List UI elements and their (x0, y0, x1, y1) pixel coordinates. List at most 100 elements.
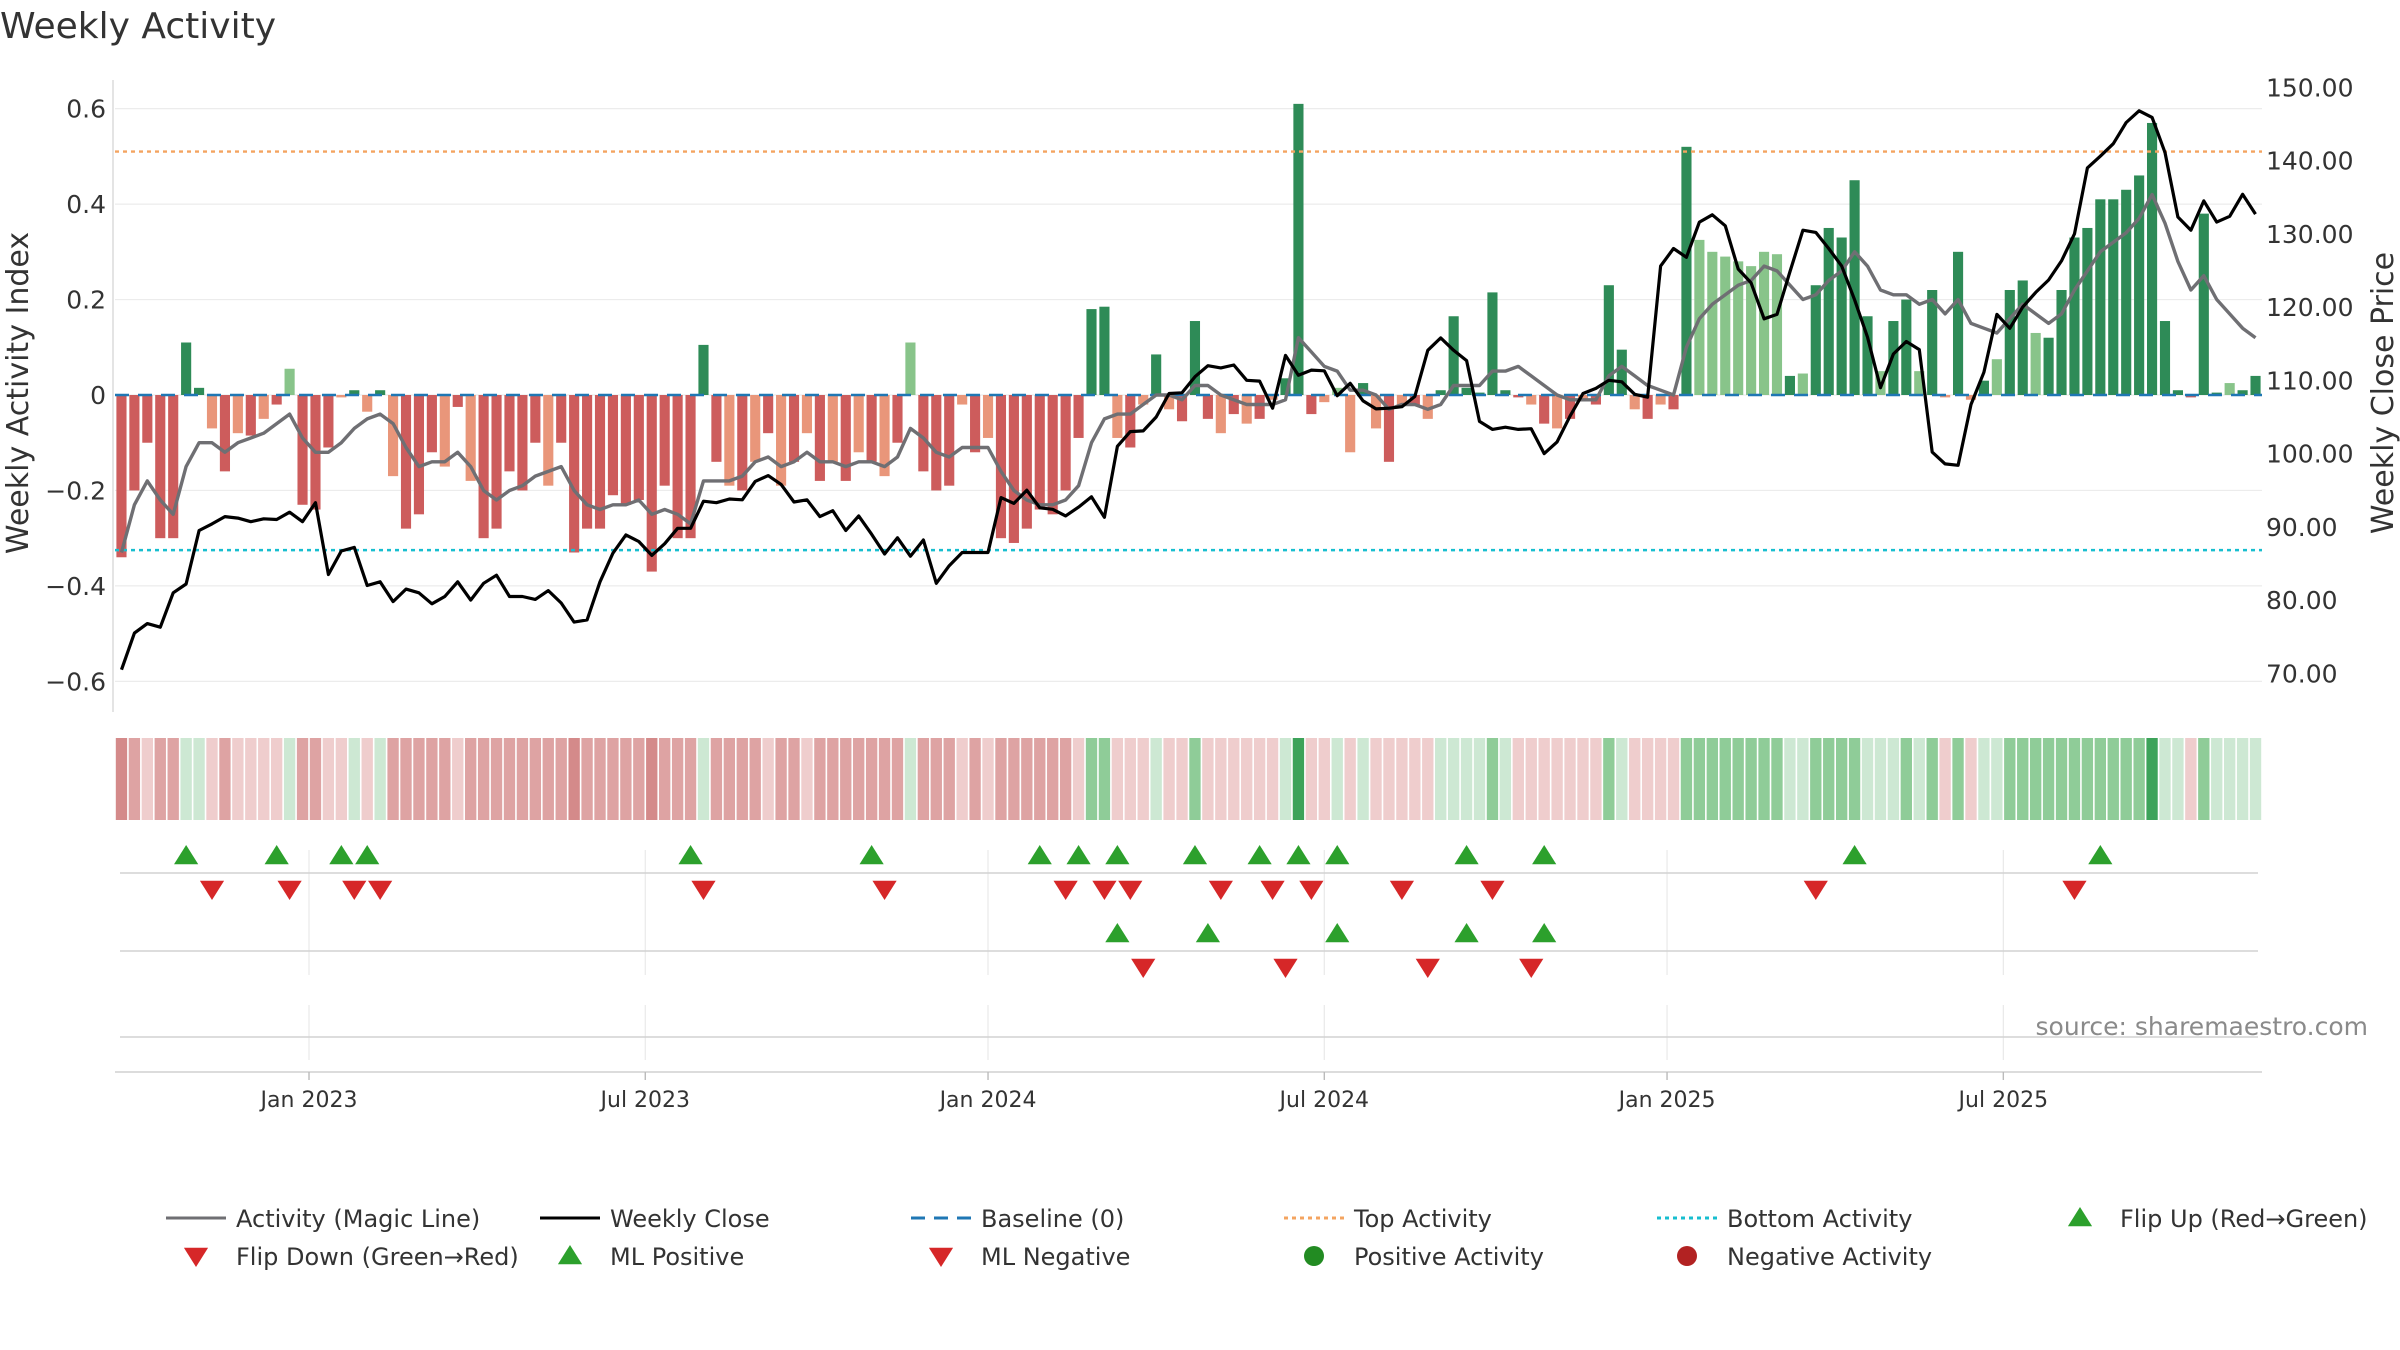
heat-cell (775, 738, 787, 820)
heat-cell (1667, 738, 1680, 820)
legend-label: Weekly Close (610, 1205, 770, 1233)
heat-cell (1383, 738, 1395, 820)
activity-bar (1202, 395, 1213, 419)
activity-bar (271, 395, 282, 405)
heat-cell (387, 738, 399, 820)
flip-down-marker (199, 880, 225, 900)
heat-cell (335, 738, 348, 820)
activity-bar (1215, 395, 1226, 434)
heat-cell (1874, 738, 1887, 820)
legend: Activity (Magic Line) Weekly Close Baselin… (166, 1205, 2368, 1271)
heat-cell (1357, 738, 1369, 820)
activity-bar (1099, 306, 1110, 395)
activity-bar (1746, 266, 1757, 395)
heat-cell (296, 738, 309, 820)
heat-cell (969, 738, 981, 820)
heat-cell (1719, 738, 1731, 820)
heat-cell (2055, 738, 2068, 820)
activity-bar (336, 395, 347, 398)
heat-cell (1409, 738, 1421, 820)
flip-down-marker (1480, 880, 1505, 900)
activity-bar (1978, 380, 1989, 395)
ml-negative-marker (1519, 958, 1544, 978)
activity-bar (1241, 395, 1252, 424)
heat-cell (840, 738, 852, 820)
heat-cell (1913, 738, 1925, 820)
activity-bar (258, 395, 269, 419)
heat-cell (853, 738, 865, 820)
heat-cell (659, 738, 671, 820)
heat-cell (309, 738, 322, 820)
heat-cell (1331, 738, 1343, 820)
heat-cell (1241, 738, 1253, 820)
activity-bar (530, 395, 541, 443)
legend-item: Positive Activity (1304, 1243, 1544, 1271)
activity-bar (2056, 290, 2067, 395)
activity-bar (594, 395, 606, 529)
heat-cell (1900, 738, 1912, 820)
activity-bar (1526, 395, 1537, 405)
activity-bar (1914, 371, 1925, 395)
activity-bar (504, 395, 515, 472)
activity-bar (517, 395, 528, 491)
activity-bar (388, 395, 399, 477)
heat-cell (917, 738, 930, 820)
heat-cell (232, 738, 244, 820)
heat-cell (982, 738, 994, 820)
activity-bar (206, 395, 218, 429)
heat-cell (1008, 738, 1020, 820)
right-tick-label: 150.00 (2266, 73, 2353, 102)
activity-bar (892, 395, 903, 443)
heat-cell (2159, 738, 2171, 820)
activity-bar (413, 395, 425, 515)
activity-bar (1125, 395, 1136, 448)
flip-down-marker (277, 880, 302, 900)
ml-positive-marker (1454, 923, 1479, 943)
right-axis-label: Weekly Close Price (2366, 252, 2400, 534)
flip-up-marker (678, 845, 703, 865)
activity-bar (1965, 395, 1977, 400)
heat-cell (271, 738, 283, 820)
activity-bar (323, 395, 334, 448)
activity-bar (284, 368, 295, 395)
activity-bar (297, 395, 308, 505)
right-tick-label: 110.00 (2266, 366, 2353, 395)
magic-line-series (119, 192, 2257, 553)
heat-cell (2107, 738, 2119, 820)
flip-up-marker (1066, 845, 1091, 865)
heat-cell (1279, 738, 1292, 820)
legend-label: Flip Up (Red→Green) (2120, 1205, 2368, 1233)
flip-down-marker (1260, 880, 1285, 900)
heat-cell (568, 738, 580, 820)
legend-item: Flip Up (Red→Green) (2067, 1205, 2368, 1233)
heat-cell (1435, 738, 1447, 820)
right-tick-label: 80.00 (2266, 586, 2338, 615)
activity-bar (1164, 395, 1175, 410)
legend-swatch-triangle-up (2067, 1207, 2093, 1227)
heat-cell (904, 738, 917, 820)
heat-cell (1564, 738, 1576, 820)
heat-cell (1810, 738, 1822, 820)
activity-bar (2030, 332, 2041, 395)
legend-swatch-dot (1304, 1246, 1324, 1266)
activity-bar (982, 395, 994, 438)
activity-bar (1758, 251, 1770, 395)
heat-cell (1590, 738, 1602, 820)
legend-label: Positive Activity (1354, 1243, 1544, 1271)
heat-cell (115, 738, 128, 820)
activity-bar (905, 342, 916, 395)
heat-cell (322, 738, 335, 820)
heat-cell (1538, 738, 1550, 820)
heat-cell (1525, 738, 1537, 820)
activity-bar (129, 395, 140, 491)
left-tick-label: −0.4 (45, 572, 106, 601)
activity-bar (245, 395, 256, 436)
heat-cell (503, 738, 516, 820)
heat-cell (1797, 738, 1809, 820)
heat-cell (1150, 738, 1162, 820)
x-tick-label: Jan 2023 (259, 1088, 358, 1113)
activity-bar (1448, 316, 1459, 395)
flip-up-marker (1182, 845, 1208, 865)
heat-cell (1047, 738, 1059, 820)
legend-label: Negative Activity (1727, 1243, 1932, 1271)
